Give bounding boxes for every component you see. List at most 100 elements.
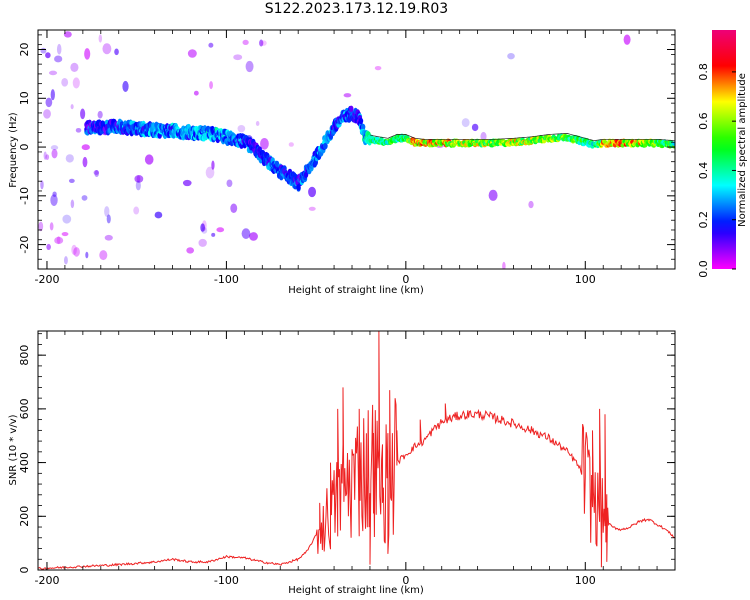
spectrogram-speckle (104, 234, 113, 241)
snr-series-line (38, 331, 675, 570)
colorbar-label: Normalized spectral amplitude (737, 73, 748, 227)
colorbar-tick-label: 0.6 (697, 112, 710, 130)
spectrogram-ridge-cell (296, 184, 301, 191)
spectrogram-speckle (56, 43, 62, 55)
spectrogram-speckle (49, 222, 54, 231)
spectrogram-frame (37, 29, 676, 270)
snr-x-tick-label: 100 (575, 574, 596, 587)
spectrogram-speckle (136, 175, 141, 183)
spectrogram-speckle (62, 214, 72, 224)
spectrogram-speckle (133, 206, 140, 215)
spectrogram-speckle (226, 179, 233, 188)
spectrogram-x-tick-label: 100 (575, 273, 596, 286)
snr-y-axis-label: SNR (10 * v/v) (8, 414, 19, 485)
spectrogram-speckle (43, 109, 51, 119)
spectrogram-speckle (50, 145, 59, 151)
spectrogram-y-tick-label: -20 (18, 236, 31, 254)
spectrogram-speckle (50, 89, 55, 101)
spectrogram-speckle (82, 156, 88, 168)
spectrogram-speckle (187, 49, 197, 58)
spectrogram-speckle (216, 227, 225, 233)
spectrogram-ridge-cell (349, 105, 354, 112)
spectrogram-speckle (211, 160, 215, 170)
spectrogram-x-tick-label: -100 (214, 273, 239, 286)
snr-marks (38, 331, 675, 570)
spectrogram-speckle (50, 194, 58, 206)
spectrogram-speckle (461, 118, 470, 128)
spectrogram-marks (38, 31, 675, 269)
spectrogram-speckle (255, 120, 260, 127)
spectrogram-ridge-cell (274, 160, 280, 168)
spectrogram-ridge-cell (360, 123, 366, 131)
spectrogram-y-tick-label: 0 (18, 144, 31, 151)
spectrogram-ridge-cell (672, 141, 675, 146)
spectrogram-speckle (230, 203, 238, 213)
spectrogram-speckle (288, 142, 294, 147)
spectrogram-ridge-cell (379, 136, 384, 142)
spectrogram-speckle (72, 77, 80, 89)
spectrogram-ridge-cell (358, 117, 364, 125)
spectrogram-speckle (81, 195, 88, 201)
spectrogram-speckle (52, 191, 57, 197)
spectrogram-speckle (40, 47, 47, 54)
spectrogram-speckle (200, 223, 206, 232)
spectrogram-speckle (70, 199, 75, 209)
spectrogram-speckle (63, 31, 72, 38)
snr-y-tick-label: 800 (18, 345, 31, 366)
spectrogram-speckle (93, 170, 99, 175)
spectrogram-speckle (237, 124, 246, 133)
spectrogram-speckle (48, 70, 58, 76)
spectrogram-speckle (308, 206, 316, 211)
spectrogram-speckle (45, 52, 51, 59)
spectrogram-speckle (242, 39, 249, 45)
snr-x-tick-label: -200 (34, 574, 59, 587)
colorbar-scale (712, 30, 736, 269)
snr-y-tick-label: 600 (18, 398, 31, 419)
colorbar-tick-label: 0.8 (697, 63, 710, 81)
spectrogram-speckle (502, 261, 506, 269)
spectrogram-speckle (623, 34, 631, 45)
spectrogram-speckle (471, 123, 479, 132)
spectrogram-speckle (43, 151, 47, 160)
spectrogram-speckle (70, 62, 79, 73)
spectrogram-speckle (84, 48, 91, 60)
colorbar-ticks: 0.0 0.2 0.4 0.6 0.8 (697, 63, 736, 278)
spectrogram-speckle (182, 179, 192, 187)
spectrogram-speckle (260, 137, 269, 150)
spectrogram-speckle (98, 34, 103, 43)
snr-x-tick-label: -100 (214, 574, 239, 587)
spectrogram-speckle (75, 127, 82, 133)
spectrogram-speckle (54, 236, 64, 245)
spectrogram-ridge-cell (323, 142, 328, 150)
spectrogram-speckle (94, 169, 99, 178)
chart-title: S122.2023.173.12.19.R03 (264, 1, 449, 17)
spectrogram-speckle (114, 48, 119, 56)
spectrogram-speckle (63, 256, 68, 265)
colorbar: 0.0 0.2 0.4 0.6 0.8 Normalized spectral ampl… (697, 30, 748, 278)
snr-frame (37, 330, 676, 571)
snr-x-axis-label: Height of straight line (km) (288, 585, 424, 596)
snr-y-tick-label: 0 (18, 567, 31, 574)
spectrogram-speckle (488, 189, 498, 201)
snr-ticks: -200 -100 0 100 0 200 400 600 800 (18, 331, 675, 587)
spectrogram-speckle (205, 166, 215, 179)
spectrogram-speckle (71, 244, 77, 255)
spectrogram-speckle (135, 180, 141, 191)
colorbar-tick-label: 0.2 (697, 211, 710, 229)
spectrogram-y-tick-label: -10 (18, 187, 31, 205)
spectrogram-speckle (308, 186, 317, 198)
spectrogram-speckle (233, 54, 243, 61)
spectrogram-speckle (70, 104, 74, 110)
spectrogram-speckle (81, 144, 90, 151)
snr-y-tick-label: 400 (18, 452, 31, 473)
spectrogram-speckle (186, 247, 195, 254)
spectrogram-speckle (104, 206, 110, 217)
spectrogram-x-tick-label: -200 (34, 273, 59, 286)
spectrogram-speckle (241, 228, 251, 240)
spectrogram-speckle (51, 148, 58, 159)
spectrogram-speckle (480, 131, 487, 142)
snr-y-tick-label: 200 (18, 506, 31, 527)
